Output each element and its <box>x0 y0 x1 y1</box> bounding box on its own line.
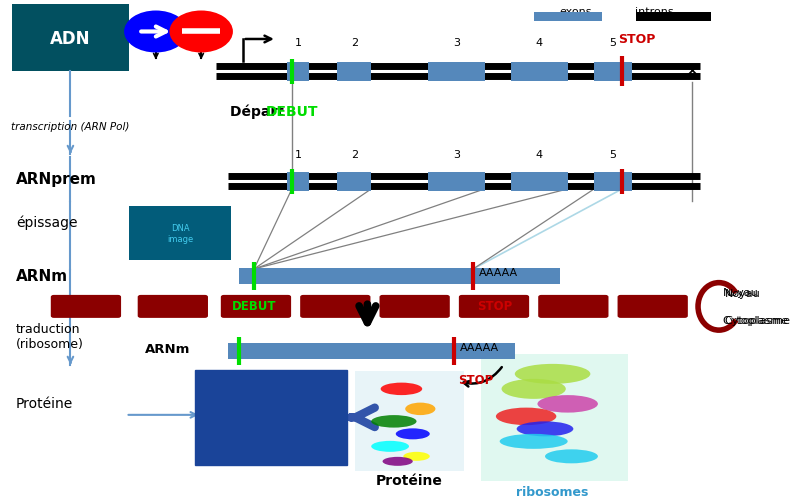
Text: Protéine: Protéine <box>16 396 73 410</box>
Text: ✕: ✕ <box>685 63 700 81</box>
Ellipse shape <box>516 421 573 436</box>
Ellipse shape <box>371 441 409 452</box>
FancyBboxPatch shape <box>636 14 711 23</box>
Text: ribosomes: ribosomes <box>516 485 589 498</box>
FancyBboxPatch shape <box>480 354 628 481</box>
Ellipse shape <box>396 428 430 439</box>
FancyBboxPatch shape <box>511 63 567 82</box>
Text: STOP: STOP <box>477 299 512 312</box>
Circle shape <box>124 12 188 54</box>
Text: 3: 3 <box>452 150 460 160</box>
Ellipse shape <box>381 383 422 395</box>
Text: Cytoplasme: Cytoplasme <box>725 316 791 326</box>
Text: transcription (ARN Pol): transcription (ARN Pol) <box>11 122 129 132</box>
Ellipse shape <box>500 434 567 449</box>
Text: épissage: épissage <box>16 215 77 229</box>
Text: 2: 2 <box>350 39 358 49</box>
Text: 1: 1 <box>294 150 302 160</box>
Ellipse shape <box>538 395 598 413</box>
FancyBboxPatch shape <box>12 5 129 72</box>
Ellipse shape <box>405 403 436 415</box>
Ellipse shape <box>545 449 598 463</box>
FancyBboxPatch shape <box>227 344 515 360</box>
FancyBboxPatch shape <box>286 63 310 82</box>
FancyBboxPatch shape <box>286 172 310 191</box>
Text: ARNprem: ARNprem <box>16 172 97 187</box>
Circle shape <box>169 12 233 54</box>
Text: ADN: ADN <box>50 30 91 48</box>
Text: biologique: biologique <box>221 427 320 445</box>
Text: STOP: STOP <box>458 374 493 387</box>
Text: 1: 1 <box>294 39 302 49</box>
Text: traduction: traduction <box>16 323 81 336</box>
Text: 4: 4 <box>535 150 543 160</box>
FancyBboxPatch shape <box>595 172 632 191</box>
Text: DEBUT: DEBUT <box>266 105 318 119</box>
Text: Noyau: Noyau <box>723 288 758 298</box>
Text: AAAAA: AAAAA <box>460 343 500 353</box>
Ellipse shape <box>496 408 556 425</box>
Text: ARNm: ARNm <box>16 269 68 284</box>
FancyBboxPatch shape <box>354 372 464 471</box>
Ellipse shape <box>403 452 430 461</box>
FancyBboxPatch shape <box>380 295 450 318</box>
FancyBboxPatch shape <box>534 14 602 23</box>
Text: 5: 5 <box>610 39 617 49</box>
Ellipse shape <box>371 415 417 428</box>
Text: 5: 5 <box>610 150 617 160</box>
FancyBboxPatch shape <box>221 295 291 318</box>
Text: 3: 3 <box>452 39 460 49</box>
Ellipse shape <box>502 379 566 399</box>
Text: Cytoplasme: Cytoplasme <box>723 316 788 326</box>
FancyBboxPatch shape <box>595 63 632 82</box>
Text: Fonction: Fonction <box>231 409 311 427</box>
FancyBboxPatch shape <box>138 295 208 318</box>
Text: exons: exons <box>559 8 591 18</box>
FancyBboxPatch shape <box>618 295 688 318</box>
Text: DNA
image: DNA image <box>168 224 194 243</box>
Text: 4: 4 <box>535 39 543 49</box>
Text: Noyau: Noyau <box>725 288 760 298</box>
FancyBboxPatch shape <box>428 63 484 82</box>
FancyBboxPatch shape <box>129 206 231 261</box>
FancyBboxPatch shape <box>459 295 529 318</box>
Ellipse shape <box>515 364 591 384</box>
FancyBboxPatch shape <box>511 172 567 191</box>
Text: Protéine: Protéine <box>376 473 442 487</box>
Text: AAAAA: AAAAA <box>480 268 519 278</box>
FancyBboxPatch shape <box>338 63 371 82</box>
FancyBboxPatch shape <box>51 295 121 318</box>
Text: Départ: Départ <box>230 105 289 119</box>
FancyBboxPatch shape <box>338 172 371 191</box>
FancyBboxPatch shape <box>300 295 370 318</box>
Text: (ribosome): (ribosome) <box>16 338 84 351</box>
Text: DEBUT: DEBUT <box>217 374 261 387</box>
Text: 2: 2 <box>350 150 358 160</box>
FancyBboxPatch shape <box>538 295 609 318</box>
FancyBboxPatch shape <box>428 172 484 191</box>
Text: ARNm: ARNm <box>144 343 190 356</box>
Text: STOP: STOP <box>618 34 656 47</box>
FancyBboxPatch shape <box>239 269 560 285</box>
FancyBboxPatch shape <box>196 370 347 465</box>
Text: DEBUT: DEBUT <box>232 299 276 312</box>
Text: introns: introns <box>635 8 674 18</box>
Ellipse shape <box>382 457 413 466</box>
